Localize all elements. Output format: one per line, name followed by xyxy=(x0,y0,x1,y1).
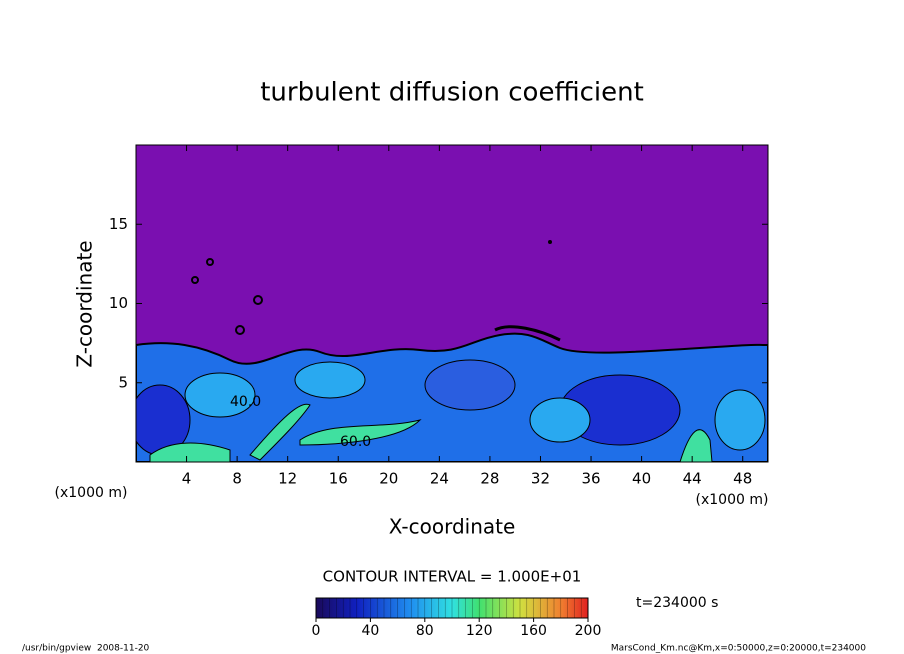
x-tick-label: 40 xyxy=(632,470,651,488)
y-tick-label: 5 xyxy=(118,373,128,391)
x-tick-label: 28 xyxy=(480,470,499,488)
footer-right: MarsCond_Km.nc@Km,x=0:50000,z=0:20000,t=… xyxy=(611,644,866,654)
colorbar-tick-label: 0 xyxy=(312,623,321,639)
contour-field xyxy=(136,145,768,462)
colorbar-tick-label: 40 xyxy=(361,623,379,639)
time-label: t=234000 s xyxy=(636,595,718,611)
colorbar-tick-label: 160 xyxy=(520,623,547,639)
colorbar-tick-label: 80 xyxy=(416,623,434,639)
x-axis-title: X-coordinate xyxy=(389,515,516,539)
colorbar-tick-label: 120 xyxy=(466,623,493,639)
y-tick-label: 15 xyxy=(109,215,128,233)
y-tick-label: 10 xyxy=(109,294,128,312)
x-unit-label: (x1000 m) xyxy=(696,492,769,508)
x-unit-label: (x1000 m) xyxy=(55,485,128,501)
chart-title: turbulent diffusion coefficient xyxy=(260,78,644,108)
x-tick-label: 48 xyxy=(733,470,752,488)
x-tick-label: 20 xyxy=(379,470,398,488)
x-tick-label: 16 xyxy=(329,470,348,488)
x-tick-label: 36 xyxy=(581,470,600,488)
footer-left: /usr/bin/gpview 2008-11-20 xyxy=(22,644,150,654)
y-axis-title: Z-coordinate xyxy=(73,240,97,367)
contour-label: 40.0 xyxy=(230,394,261,410)
x-tick-label: 44 xyxy=(683,470,702,488)
contour-label: 60.0 xyxy=(340,434,371,450)
contour-interval: CONTOUR INTERVAL = 1.000E+01 xyxy=(323,568,582,586)
x-tick-label: 8 xyxy=(232,470,242,488)
x-tick-label: 4 xyxy=(182,470,192,488)
x-tick-label: 32 xyxy=(531,470,550,488)
colorbar-tick-label: 200 xyxy=(575,623,602,639)
x-tick-label: 12 xyxy=(278,470,297,488)
x-tick-label: 24 xyxy=(430,470,449,488)
